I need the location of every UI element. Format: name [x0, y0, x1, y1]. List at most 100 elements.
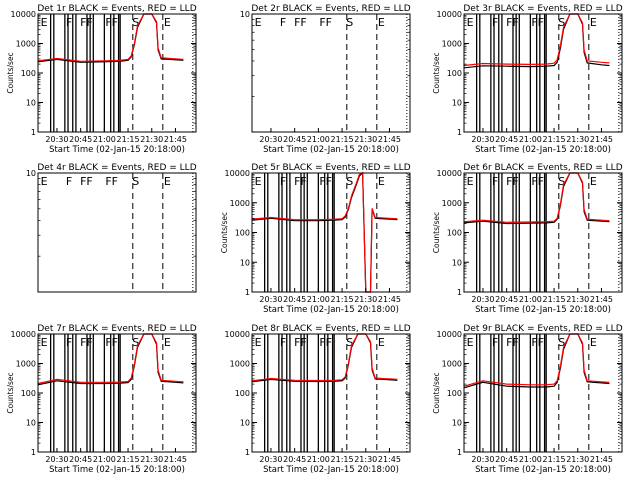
x-tick-label: 20:45 — [495, 135, 518, 144]
y-tick-label: 10 — [452, 99, 462, 108]
series-lld — [251, 333, 398, 382]
y-tick-label: 1 — [31, 448, 36, 457]
flag-label: E — [467, 175, 474, 188]
x-tick-label: 21:00 — [519, 455, 542, 464]
flag-label: F — [66, 336, 72, 349]
x-tick-label: 21:45 — [378, 295, 401, 304]
flag-label: E — [255, 336, 262, 349]
x-tick-label: 21:30 — [566, 295, 589, 304]
flag-label: S — [132, 16, 139, 29]
y-tick-label: 1 — [245, 448, 250, 457]
y-tick-label: 10 — [452, 419, 462, 428]
x-axis-label: Start Time (02-Jan-15 20:18:00) — [263, 145, 399, 155]
flag-lines — [263, 173, 408, 292]
plot-frame — [251, 172, 411, 293]
flag-label: F — [66, 175, 72, 188]
x-tick-label: 21:45 — [590, 295, 613, 304]
x-axis-label: Start Time (02-Jan-15 20:18:00) — [475, 465, 611, 475]
x-tick-label: 20:45 — [495, 295, 518, 304]
y-tick-label: 10 — [26, 169, 36, 178]
series-lld — [37, 333, 184, 385]
flag-label: FF — [105, 175, 118, 188]
flag-label: E — [378, 16, 385, 29]
x-axis-label: Start Time (02-Jan-15 20:18:00) — [49, 465, 185, 475]
y-axis-label: Counts/sec — [6, 372, 15, 413]
plot-frame — [463, 172, 623, 293]
panel-title: Det 2r BLACK = Events, RED = LLD — [251, 4, 410, 14]
flag-label: S — [558, 175, 565, 188]
x-tick-label: 21:00 — [519, 295, 542, 304]
flag-label: FF — [319, 175, 332, 188]
flag-label: FF — [80, 16, 93, 29]
x-axis-label: Start Time (02-Jan-15 20:18:00) — [49, 145, 185, 155]
flag-label: FF — [294, 16, 307, 29]
x-tick-label: 20:30 — [471, 135, 494, 144]
x-tick-label: 20:45 — [283, 135, 306, 144]
y-axis-label: Counts/sec — [432, 212, 441, 253]
flag-label: FF — [506, 336, 519, 349]
panel-title: Det 3r BLACK = Events, RED = LLD — [463, 4, 622, 14]
x-tick-label: 21:15 — [331, 135, 354, 144]
flag-label: E — [41, 175, 48, 188]
flag-label: E — [590, 336, 597, 349]
panel-title: Det 1r BLACK = Events, RED = LLD — [37, 4, 196, 14]
y-tick-label: 1000 — [442, 199, 462, 208]
x-tick-label: 20:45 — [69, 455, 92, 464]
x-tick-label: 20:45 — [283, 295, 306, 304]
panel-title: Det 4r BLACK = Events, RED = LLD — [37, 163, 196, 173]
flag-lines — [346, 14, 408, 132]
x-tick-label: 21:30 — [140, 455, 163, 464]
flag-label: FF — [105, 16, 118, 29]
y-tick-label: 1 — [31, 128, 36, 137]
y-tick-label: 10000 — [225, 330, 250, 339]
flag-lines — [49, 14, 194, 132]
panel-title: Det 8r BLACK = Events, RED = LLD — [251, 324, 410, 334]
x-tick-label: 21:30 — [354, 135, 377, 144]
plot-frame — [463, 13, 623, 133]
x-tick-label: 21:15 — [117, 455, 140, 464]
x-axis-label: Start Time (02-Jan-15 20:18:00) — [263, 305, 399, 315]
y-tick-label: 100 — [21, 69, 36, 78]
flag-label: FF — [531, 336, 544, 349]
flag-label: E — [255, 175, 262, 188]
y-tick-label: 100 — [21, 389, 36, 398]
flag-label: FF — [80, 175, 93, 188]
flag-label: F — [492, 16, 498, 29]
x-tick-label: 21:15 — [543, 295, 566, 304]
y-tick-label: 10 — [26, 419, 36, 428]
x-tick-label: 21:45 — [378, 135, 401, 144]
panel-title: Det 9r BLACK = Events, RED = LLD — [463, 324, 622, 334]
flag-lines — [263, 334, 408, 452]
x-axis-label: Start Time (02-Jan-15 20:18:00) — [263, 465, 399, 475]
y-tick-label: 10000 — [437, 330, 462, 339]
panel-title: Det 6r BLACK = Events, RED = LLD — [463, 163, 622, 173]
flag-label: S — [558, 16, 565, 29]
x-tick-label: 21:45 — [590, 455, 613, 464]
x-tick-label: 20:45 — [283, 455, 306, 464]
y-tick-label: 10 — [240, 258, 250, 267]
y-tick-label: 1 — [457, 288, 462, 297]
flag-label: E — [590, 16, 597, 29]
x-tick-label: 21:45 — [164, 455, 187, 464]
y-tick-label: 1000 — [230, 360, 250, 369]
y-tick-label: 10000 — [11, 330, 36, 339]
series-lld — [463, 13, 610, 67]
x-tick-label: 21:30 — [566, 135, 589, 144]
flag-label: S — [346, 336, 353, 349]
y-tick-label: 10000 — [225, 169, 250, 178]
x-tick-label: 21:15 — [543, 135, 566, 144]
flag-lines — [475, 14, 620, 132]
flag-label: S — [558, 336, 565, 349]
y-tick-label: 1 — [457, 448, 462, 457]
series-lld — [463, 333, 610, 387]
flag-label: FF — [319, 16, 332, 29]
x-tick-label: 21:00 — [93, 455, 116, 464]
y-tick-label: 10 — [240, 419, 250, 428]
